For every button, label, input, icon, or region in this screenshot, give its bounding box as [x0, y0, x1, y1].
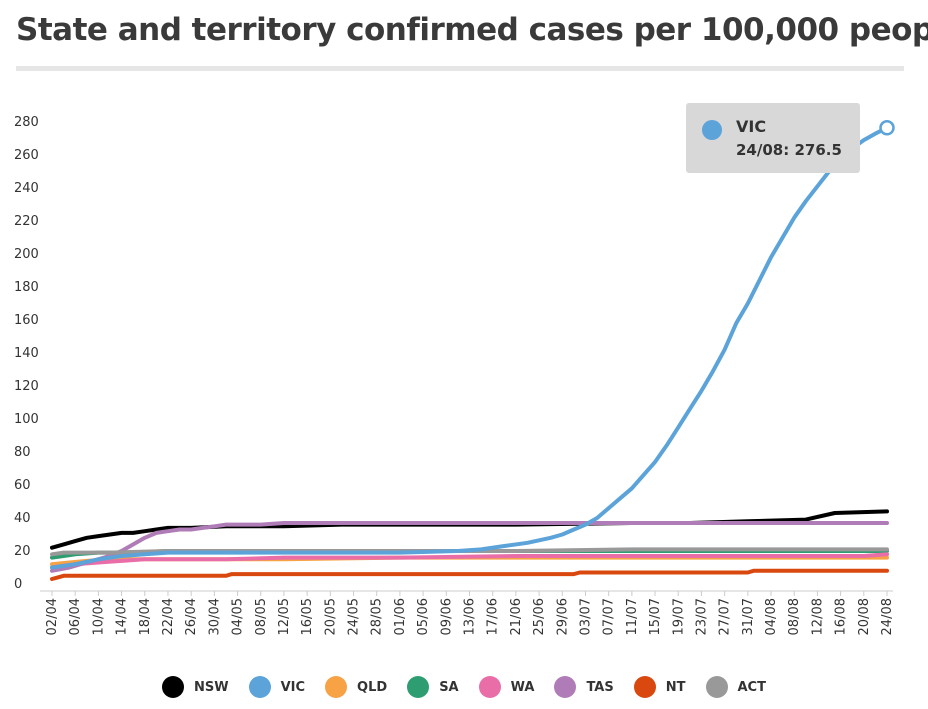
x-tick-label: 10/04	[91, 598, 106, 635]
legend-item-qld[interactable]: QLD	[325, 676, 387, 698]
x-tick-label: 12/05	[277, 598, 292, 635]
chart-title: State and territory confirmed cases per …	[16, 12, 928, 48]
x-tick-label: 28/05	[370, 598, 385, 635]
x-tick-label: 20/05	[323, 598, 338, 635]
x-tick-label: 12/08	[810, 598, 825, 635]
legend-label: WA	[510, 679, 535, 695]
legend-swatch	[248, 676, 271, 698]
x-tick-label: 23/07	[694, 598, 709, 635]
legend-swatch	[633, 676, 656, 698]
y-tick-label: 180	[14, 280, 39, 295]
series-line-nt	[50, 568, 889, 581]
legend-item-nsw[interactable]: NSW	[162, 676, 229, 698]
x-tick-label: 01/06	[393, 598, 408, 635]
x-tick-label: 27/07	[718, 598, 733, 635]
x-tick-label: 25/06	[532, 598, 547, 635]
x-tick-label: 16/08	[834, 598, 849, 635]
tooltip-value: 24/08: 276.5	[736, 141, 842, 159]
y-tick-label: 40	[14, 511, 31, 526]
hover-marker	[879, 120, 895, 136]
legend-item-nt[interactable]: NT	[633, 676, 686, 698]
x-tick-label: 11/07	[625, 598, 640, 635]
legend-label: SA	[439, 679, 459, 695]
y-tick-label: 100	[14, 412, 39, 427]
x-tick-label: 31/07	[741, 598, 756, 635]
x-tick-label: 02/04	[45, 598, 60, 635]
tooltip-series-dot	[702, 120, 722, 140]
y-tick-label: 260	[14, 148, 39, 163]
x-tick-label: 24/08	[880, 598, 895, 635]
legend-label: TAS	[586, 679, 614, 695]
y-tick-label: 0	[14, 577, 22, 592]
x-tick-label: 05/06	[416, 598, 431, 635]
legend-item-act[interactable]: ACT	[705, 676, 766, 698]
legend-swatch	[478, 676, 501, 698]
tooltip-series-name: VIC	[736, 117, 767, 136]
y-tick-label: 60	[14, 478, 31, 493]
legend-label: QLD	[357, 679, 388, 695]
y-tick-label: 240	[14, 181, 39, 196]
legend-swatch	[554, 676, 577, 698]
tooltip: VIC 24/08: 276.5	[686, 103, 860, 173]
title-divider	[16, 66, 904, 71]
legend-label: NSW	[194, 679, 229, 695]
legend-swatch	[705, 676, 728, 698]
x-tick-label: 03/07	[578, 598, 593, 635]
x-tick-label: 26/04	[184, 598, 199, 635]
legend-label: VIC	[280, 679, 306, 695]
legend-label: ACT	[737, 679, 766, 695]
x-tick-label: 18/04	[138, 598, 153, 635]
x-tick-label: 09/06	[439, 598, 454, 635]
series-line-wa	[50, 552, 889, 570]
x-tick-label: 16/05	[300, 598, 315, 635]
legend-swatch	[325, 676, 348, 698]
x-tick-label: 30/04	[207, 598, 222, 635]
x-tick-label: 07/07	[602, 598, 617, 635]
legend: NSW VIC QLD SA WA TAS NT ACT	[0, 674, 928, 700]
y-tick-label: 20	[14, 544, 31, 559]
y-tick-label: 160	[14, 313, 39, 328]
y-tick-label: 120	[14, 379, 39, 394]
x-tick-label: 13/06	[463, 598, 478, 635]
legend-item-vic[interactable]: VIC	[248, 676, 306, 698]
x-tick-label: 29/06	[555, 598, 570, 635]
y-tick-label: 140	[14, 346, 39, 361]
x-tick-label: 04/08	[764, 598, 779, 635]
x-tick-label: 08/08	[787, 598, 802, 635]
legend-swatch	[162, 676, 184, 698]
y-tick-label: 280	[14, 115, 39, 130]
x-tick-label: 22/04	[161, 598, 176, 635]
legend-item-wa[interactable]: WA	[478, 676, 535, 698]
x-tick-label: 20/08	[857, 598, 872, 635]
series-line-vic	[50, 125, 889, 570]
legend-label: NT	[665, 679, 686, 695]
x-tick-label: 06/04	[68, 598, 83, 635]
series-line-tas	[50, 521, 889, 573]
legend-swatch	[407, 676, 430, 698]
x-tick-label: 24/05	[347, 598, 362, 635]
y-tick-label: 220	[14, 214, 39, 229]
x-tick-label: 08/05	[254, 598, 269, 635]
x-tick-label: 15/07	[648, 598, 663, 635]
y-tick-label: 80	[14, 445, 31, 460]
x-tick-label: 14/04	[115, 598, 130, 635]
legend-item-sa[interactable]: SA	[407, 676, 459, 698]
x-tick-label: 17/06	[486, 598, 501, 635]
legend-item-tas[interactable]: TAS	[554, 676, 614, 698]
x-tick-label: 19/07	[671, 598, 686, 635]
y-tick-label: 200	[14, 247, 39, 262]
x-tick-label: 04/05	[231, 598, 246, 635]
x-tick-label: 21/06	[509, 598, 524, 635]
